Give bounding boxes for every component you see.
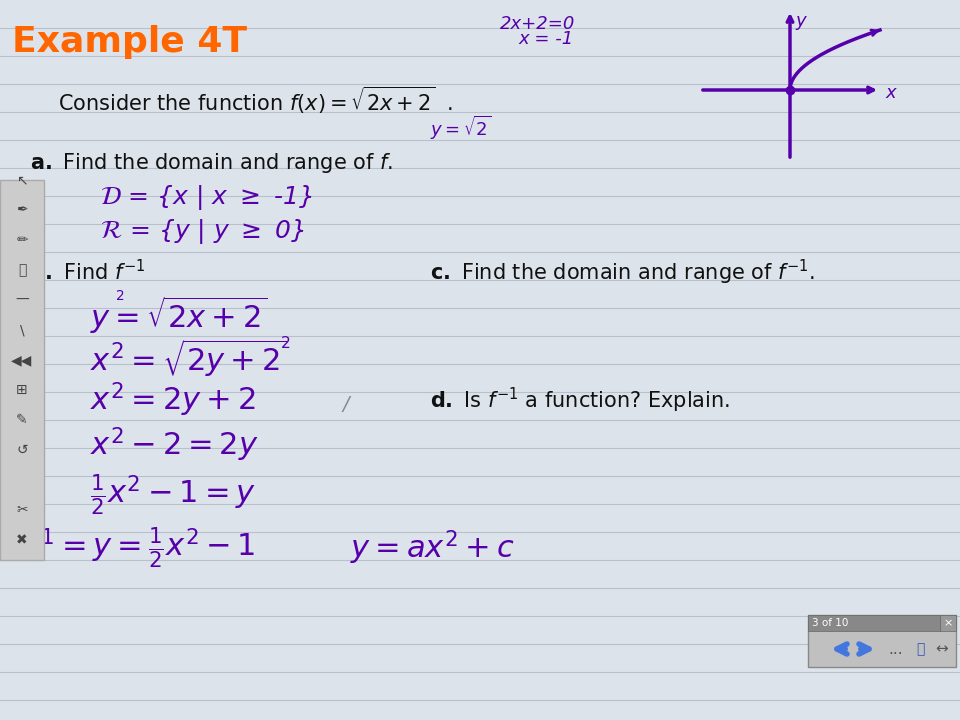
Text: ↺: ↺ <box>16 443 28 457</box>
Text: $\mathbf{c.}$ Find the domain and range of $f^{-1}$.: $\mathbf{c.}$ Find the domain and range … <box>430 257 815 287</box>
Text: $\mathbf{d.}$ Is $f^{-1}$ a function? Explain.: $\mathbf{d.}$ Is $f^{-1}$ a function? Ex… <box>430 385 731 415</box>
Text: \: \ <box>20 323 24 337</box>
Text: ✏: ✏ <box>16 233 28 247</box>
Text: $^2$: $^2$ <box>115 290 125 310</box>
Text: $y = \sqrt{2}$: $y = \sqrt{2}$ <box>430 114 492 142</box>
Text: x: x <box>885 84 896 102</box>
Text: 🖥: 🖥 <box>916 642 924 656</box>
Text: ✎: ✎ <box>16 413 28 427</box>
Text: ×: × <box>944 618 952 628</box>
Bar <box>808 615 956 667</box>
Text: y: y <box>795 12 805 30</box>
Text: —: — <box>15 293 29 307</box>
Text: $x^2 = 2y+2$: $x^2 = 2y+2$ <box>90 381 255 419</box>
Text: ◀◀: ◀◀ <box>12 353 33 367</box>
Text: ✖: ✖ <box>16 533 28 547</box>
Text: $x^2 = \sqrt{2y+2}$: $x^2 = \sqrt{2y+2}$ <box>90 337 287 379</box>
Text: $x^2 - 2 = 2y$: $x^2 - 2 = 2y$ <box>90 426 259 464</box>
Bar <box>940 615 956 631</box>
Text: 2x+2=0: 2x+2=0 <box>500 15 575 33</box>
Text: ✂: ✂ <box>16 503 28 517</box>
Bar <box>808 615 940 631</box>
Text: $\mathbf{b.}$ Find $f^{-1}$: $\mathbf{b.}$ Find $f^{-1}$ <box>30 259 146 284</box>
Text: $\mathbf{a.}$ Find the domain and range of $f$.: $\mathbf{a.}$ Find the domain and range … <box>30 151 393 175</box>
Text: $y = \sqrt{2x+2}$: $y = \sqrt{2x+2}$ <box>90 294 268 336</box>
Text: ⊞: ⊞ <box>16 383 28 397</box>
Bar <box>0 180 44 560</box>
Text: $f^{-1} = y = \frac{1}{2}x^2 - 1$: $f^{-1} = y = \frac{1}{2}x^2 - 1$ <box>10 525 255 571</box>
Text: x = -1: x = -1 <box>518 30 573 48</box>
Text: $y = ax^2 + c$: $y = ax^2 + c$ <box>350 528 515 567</box>
Text: $\mathcal{R}$ = {y | y $\geq$ 0}: $\mathcal{R}$ = {y | y $\geq$ 0} <box>100 217 304 246</box>
Text: Consider the function $f(x) = \sqrt{2x + 2}$  .: Consider the function $f(x) = \sqrt{2x +… <box>58 84 453 116</box>
Text: $\frac{1}{2}x^2 - 1 = y$: $\frac{1}{2}x^2 - 1 = y$ <box>90 472 256 518</box>
Text: 📐: 📐 <box>18 263 26 277</box>
Text: $\mathcal{D}$ = {x | x $\geq$ -1}: $\mathcal{D}$ = {x | x $\geq$ -1} <box>100 184 312 212</box>
Text: Example 4T: Example 4T <box>12 25 247 59</box>
Text: /: / <box>342 395 348 415</box>
Text: ...: ... <box>889 642 903 657</box>
Text: ✒: ✒ <box>16 203 28 217</box>
Text: ↖: ↖ <box>16 173 28 187</box>
Text: $^2$: $^2$ <box>280 338 291 358</box>
Text: ↔: ↔ <box>936 642 948 657</box>
Text: 3 of 10: 3 of 10 <box>812 618 849 628</box>
